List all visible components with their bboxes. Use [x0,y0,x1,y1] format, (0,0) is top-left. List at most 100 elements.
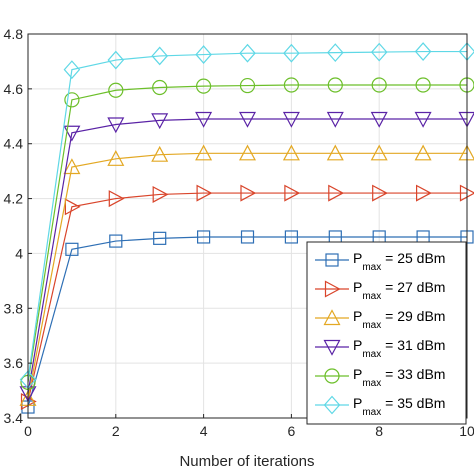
x-tick-label-1: 2 [112,423,120,439]
series-line-5 [27,50,467,380]
series-5-point-1 [63,60,81,80]
series-4-point-3 [152,79,168,96]
series-5-point-2 [107,50,125,70]
legend-marker-0 [325,253,339,267]
x-tick-label-5: 10 [459,423,474,439]
x-tick-label-2: 4 [200,423,208,439]
series-2-point-8 [370,144,388,161]
series-4-point-9 [415,77,431,93]
series-line-4 [27,84,467,383]
legend-label-main-3: P [353,337,362,353]
legend-label-sub-3: max [362,349,381,360]
legend-entry-3: Pmax = 31 dBm [315,337,445,360]
series-3-point-4 [195,111,213,128]
series-4-point-4 [196,78,212,94]
legend-label-sub-2: max [362,320,381,331]
tick-labels: 0 2 4 6 8 10 3.4 3.6 3.8 4 4.2 4.4 4.6 4.8 [4,26,474,439]
plot-frame [27,33,468,419]
series-5-point-4 [195,45,212,64]
legend-marker-4 [324,368,340,384]
series-1-point-6 [284,184,301,202]
series-4-point-2 [108,82,124,98]
legend-label-4: Pmax = 33 dBm [353,366,445,389]
legend-marker-1 [324,280,341,298]
series-1-point-8 [372,184,388,202]
grid-lines [27,33,468,419]
legend-label-suffix-3: = 31 dBm [381,337,445,353]
series-5-point-6 [283,43,300,63]
series-1-point-5 [240,184,257,202]
series-3-point-8 [370,111,388,128]
legend-marker-3 [323,339,341,356]
legend-entry-0: Pmax = 25 dBm [315,250,445,273]
series-2-point-1 [63,158,81,175]
series-3-point-5 [238,111,257,128]
legend-marker-2 [323,309,341,326]
legend-label-1: Pmax = 27 dBm [353,279,445,302]
x-tick-label-3: 6 [288,423,296,439]
series-line-1 [27,192,467,402]
legend-entry-5: Pmax = 35 dBm [315,395,445,418]
y-tick-label-2: 3.8 [4,300,24,316]
x-tick-label-0: 0 [24,423,32,439]
legend-box [306,241,467,425]
axes [27,33,468,419]
y-tick-label-7: 4.8 [4,26,24,42]
series-2-point-9 [414,144,432,161]
legend-label-5: Pmax = 35 dBm [353,395,445,418]
series-5-point-9 [414,42,432,61]
series-5-point-3 [151,46,169,66]
series-4-point-1 [64,92,80,108]
series-4-point-5 [239,77,256,94]
y-tick-label-0: 3.4 [4,410,24,426]
series-4-point-8 [371,77,387,93]
series-3-point-6 [282,111,300,128]
series-3-point-1 [63,125,81,142]
series-3-point-7 [326,111,344,128]
series-0-point-2 [109,234,123,248]
series-3-point-2 [107,117,125,134]
legend-label-sub-5: max [362,407,381,418]
legend-label-0: Pmax = 25 dBm [353,250,445,273]
series-4-point-6 [283,77,299,93]
series-2-point-5 [238,144,257,161]
series-line-0 [27,236,467,408]
series-0-point-1 [65,242,79,256]
y-tick-label-4: 4.2 [4,191,24,207]
legend-label-suffix-0: = 25 dBm [381,250,445,266]
legend-label-suffix-1: = 27 dBm [381,279,445,295]
series-line-3 [27,118,467,394]
series-0-point-3 [153,231,167,245]
series-1-point-2 [108,190,125,208]
x-tick-label-4: 8 [375,423,383,439]
y-tick-label-6: 4.6 [4,81,24,97]
legend-label-suffix-2: = 29 dBm [381,308,445,324]
series-3-point-3 [151,113,169,130]
series-0 [21,230,474,414]
series-layer [19,42,474,414]
series-3-point-9 [414,111,432,128]
legend-label-sub-4: max [362,378,381,389]
series-line-2 [27,152,467,399]
series-5-point-7 [326,43,344,63]
series-1-point-7 [328,184,345,202]
legend-entry-2: Pmax = 29 dBm [315,308,445,331]
legend-label-main-1: P [353,279,362,295]
legend-label-main-4: P [353,366,362,382]
legend-label-2: Pmax = 29 dBm [353,308,445,331]
legend-entry-4: Pmax = 33 dBm [315,366,445,389]
series-2-point-4 [195,144,213,161]
legend-label-suffix-4: = 33 dBm [381,366,445,382]
series-2-point-7 [326,144,344,161]
legend-label-3: Pmax = 31 dBm [353,337,445,360]
series-1 [20,184,474,411]
series-5-point-5 [239,43,256,63]
series-1-point-1 [64,198,81,216]
series-2-point-2 [107,150,125,166]
legend-label-main-5: P [353,395,362,411]
legend-entry-1: Pmax = 27 dBm [315,279,445,302]
y-tick-label-3: 4 [15,245,23,261]
series-0-point-6 [284,230,298,244]
